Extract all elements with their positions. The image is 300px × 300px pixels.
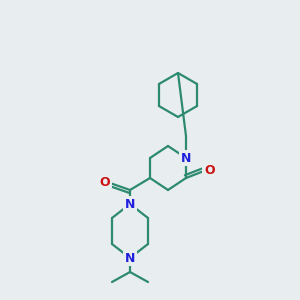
Text: N: N <box>181 152 191 164</box>
Text: O: O <box>99 176 110 190</box>
Text: O: O <box>204 164 214 178</box>
Text: N: N <box>125 251 135 265</box>
Text: N: N <box>125 197 135 211</box>
